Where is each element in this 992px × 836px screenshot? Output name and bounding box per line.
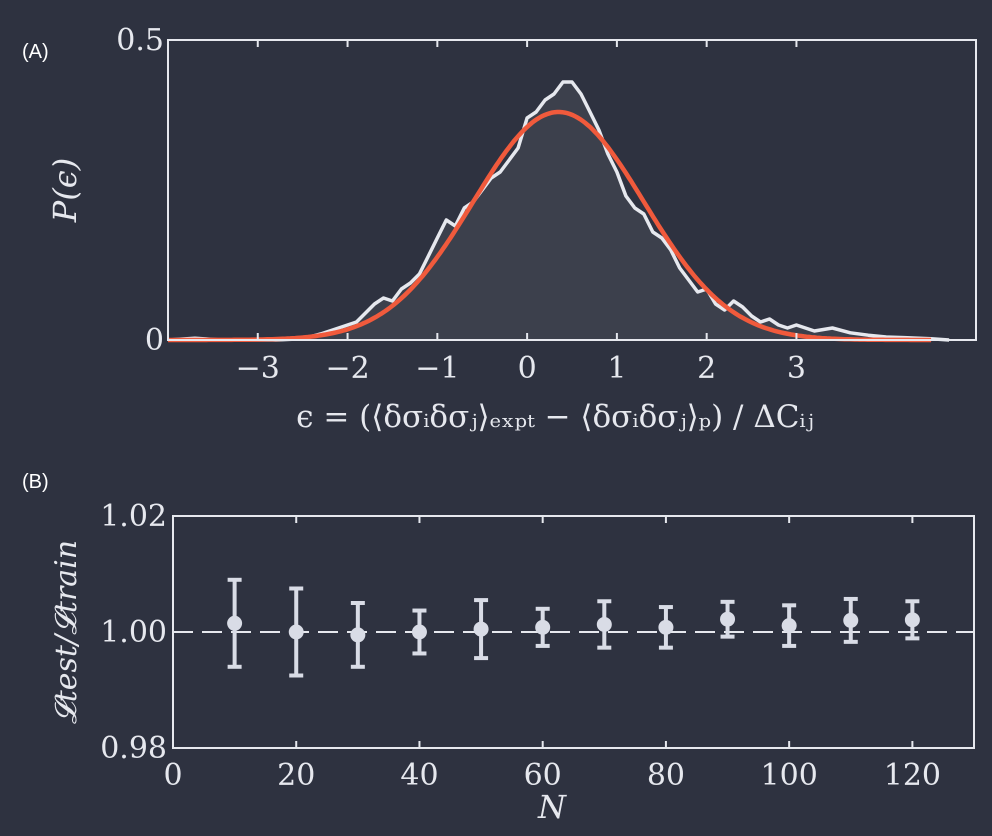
x-tick-label-b: 20 [277, 758, 315, 793]
y-ticks-a: 00.5 [116, 23, 976, 358]
x-tick-label-a: 2 [697, 351, 716, 386]
data-point [720, 611, 736, 627]
x-tick-label-b: 60 [524, 758, 562, 793]
histogram-fill [168, 82, 950, 340]
data-point [411, 624, 427, 640]
x-tick-label-a: −2 [325, 351, 369, 386]
gaussian-fit-line [168, 109, 932, 343]
data-point [658, 619, 674, 635]
x-tick-label-a: −3 [236, 351, 280, 386]
x-tick-label-a: 0 [518, 351, 537, 386]
panel-a-chart: −3 −2 −1 0 1 2 3 00.5 ϵ = (⟨δσᵢδσⱼ⟩ₑₓₚₜ − ⟨δσᵢ… [46, 23, 977, 435]
panel-b-chart: 0 20 40 60 80 100 120 0.98 1.00 1.02 N 𝓛test/𝓛tr… [49, 499, 975, 826]
y-axis-label-a: P(ϵ) [46, 158, 84, 223]
data-point [781, 618, 797, 634]
x-tick-label-b: 40 [400, 758, 438, 793]
data-point [904, 612, 920, 628]
x-tick-label-b: 100 [761, 758, 818, 793]
x-tick-label-b: 0 [163, 758, 182, 793]
x-tick-label-a: 1 [607, 351, 626, 386]
histogram-line [167, 80, 950, 342]
y-tick-label-b: 1.00 [100, 615, 167, 650]
data-point [596, 616, 612, 632]
data-point [535, 619, 551, 635]
x-ticks-b: 0 20 40 60 80 100 120 [163, 516, 941, 793]
data-points [227, 577, 920, 678]
panel-a-label: (A) [22, 41, 49, 63]
y-ticks-b: 0.98 1.00 1.02 [100, 499, 974, 766]
data-point [227, 615, 243, 631]
y-tick-label-b: 1.02 [100, 499, 167, 534]
panel-b-label: (B) [22, 471, 49, 493]
x-tick-label-a: 3 [787, 351, 806, 386]
x-tick-label-b: 120 [884, 758, 941, 793]
y-tick-label-a: 0 [145, 323, 164, 358]
data-point [843, 612, 859, 628]
x-tick-label-a: −1 [415, 351, 459, 386]
plot-frame-a [167, 39, 977, 341]
x-axis-label-b: N [537, 788, 567, 826]
x-ticks-a: −3 −2 −1 0 1 2 3 [236, 40, 806, 386]
x-axis-label-a: ϵ = (⟨δσᵢδσⱼ⟩ₑₓₚₜ − ⟨δσᵢδσⱼ⟩ₚ) / ΔCᵢⱼ [296, 399, 814, 435]
data-point [288, 624, 304, 640]
y-tick-label-a: 0.5 [116, 23, 164, 58]
data-point [350, 627, 366, 643]
y-tick-label-b: 0.98 [100, 731, 167, 766]
x-tick-label-b: 80 [647, 758, 685, 793]
data-point [473, 621, 489, 637]
y-axis-label-b: 𝓛test/𝓛train [49, 540, 84, 724]
